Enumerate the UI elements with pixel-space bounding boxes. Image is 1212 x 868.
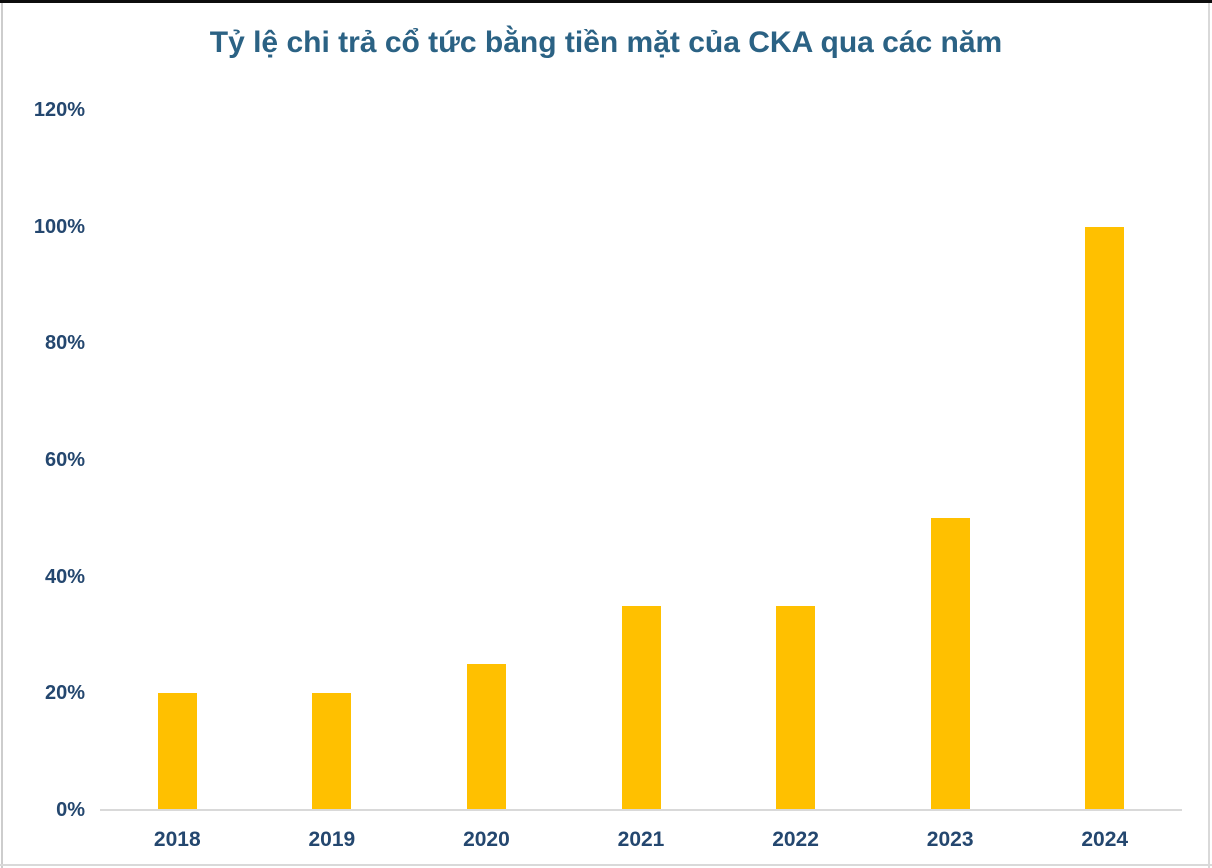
y-tick-label-80: 80% — [44, 332, 85, 355]
x-tick-label-2020: 2020 — [463, 828, 510, 851]
frame-border-left — [1, 3, 3, 868]
y-tick-label-120: 120% — [33, 98, 85, 121]
x-tick-label-2023: 2023 — [926, 828, 974, 851]
x-tick-label-2018: 2018 — [153, 828, 201, 851]
bar-2018 — [157, 693, 197, 810]
x-tick-label-2024: 2024 — [1081, 828, 1129, 851]
y-tick-label-60: 60% — [44, 448, 85, 471]
frame-border-top — [0, 0, 1212, 3]
x-tick-label-2022: 2022 — [772, 828, 819, 851]
y-tick-label-0: 0% — [56, 799, 85, 821]
bar-2023 — [930, 518, 970, 810]
chart-title: Tỷ lệ chi trả cổ tức bằng tiền mặt của C… — [209, 26, 1003, 59]
frame-border-right — [1208, 3, 1210, 868]
y-tick-label-40: 40% — [44, 565, 85, 588]
bar-2020 — [466, 664, 506, 810]
bar-2022 — [776, 605, 816, 810]
x-tick-label-2021: 2021 — [617, 828, 665, 851]
x-tick-label-2019: 2019 — [308, 828, 356, 851]
x-axis-line — [100, 809, 1182, 811]
y-tick-label-100: 100% — [33, 215, 85, 238]
y-tick-label-20: 20% — [44, 682, 85, 705]
bar-2021 — [621, 605, 661, 810]
bar-2024 — [1085, 226, 1125, 810]
frame-border-bottom — [0, 864, 1212, 866]
bar-2019 — [312, 693, 352, 810]
